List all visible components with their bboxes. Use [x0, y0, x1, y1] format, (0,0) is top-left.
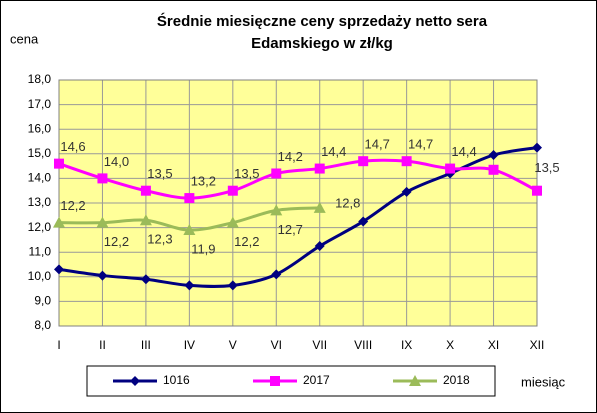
marker: [270, 376, 280, 386]
marker: [532, 142, 542, 153]
data-label: 13,2: [191, 174, 216, 189]
marker: [97, 173, 108, 184]
x-tick-label: III: [141, 338, 151, 352]
x-axis-label: miesiąc: [521, 374, 566, 389]
marker: [226, 216, 239, 228]
x-tick-label: VI: [271, 338, 282, 352]
chart-title: Średnie miesięczne ceny sprzedaży netto …: [157, 12, 488, 30]
data-label: 14,4: [321, 144, 346, 159]
marker: [358, 216, 369, 227]
data-label: 14,4: [451, 144, 476, 159]
data-label: 12,2: [60, 198, 85, 213]
x-tick-label: IV: [184, 338, 195, 352]
y-tick-label: 11,0: [29, 244, 52, 258]
data-label: 14,7: [365, 137, 390, 152]
marker: [314, 241, 325, 252]
y-tick-label: 17,0: [28, 97, 52, 111]
marker: [97, 270, 108, 281]
marker: [96, 216, 109, 228]
data-label: 12,2: [104, 234, 129, 249]
data-label: 12,8: [335, 195, 360, 210]
y-tick-label: 8,0: [34, 318, 51, 332]
marker: [227, 185, 238, 196]
marker: [271, 168, 282, 179]
marker: [401, 186, 412, 197]
x-tick-label: XII: [530, 338, 545, 352]
marker: [314, 163, 325, 174]
marker: [532, 185, 542, 196]
legend-label: 1016: [163, 373, 190, 387]
data-label: 14,0: [104, 154, 129, 169]
marker: [54, 158, 64, 169]
marker: [140, 185, 151, 196]
x-tick-label: II: [99, 338, 106, 352]
y-tick-label: 10,0: [28, 269, 52, 283]
data-label: 14,2: [278, 149, 303, 164]
marker: [139, 214, 152, 226]
marker: [140, 274, 151, 285]
legend-label: 2017: [303, 373, 330, 387]
marker: [184, 280, 195, 291]
x-tick-label: IX: [401, 338, 412, 352]
y-tick-label: 9,0: [34, 294, 51, 308]
marker: [271, 269, 282, 280]
x-tick-label: VIII: [354, 338, 372, 352]
marker: [401, 156, 412, 167]
x-tick-label: I: [57, 338, 60, 352]
marker: [184, 193, 195, 204]
data-label: 12,2: [234, 234, 259, 249]
x-tick-label: X: [446, 338, 454, 352]
data-label: 14,7: [408, 137, 433, 152]
marker: [313, 201, 326, 213]
y-tick-label: 13,0: [28, 195, 52, 209]
data-label: 13,5: [147, 166, 172, 181]
marker: [409, 375, 421, 386]
data-label: 14,6: [60, 139, 85, 154]
marker: [130, 376, 140, 386]
marker: [488, 164, 499, 175]
data-label: 11,9: [191, 241, 215, 256]
marker: [445, 163, 456, 174]
marker: [488, 150, 499, 161]
legend-label: 2018: [443, 373, 470, 387]
data-label: 13,5: [534, 160, 559, 175]
y-axis-label: cena: [10, 31, 39, 46]
data-label: 12,3: [147, 232, 172, 247]
y-tick-label: 16,0: [28, 121, 52, 135]
data-label: 13,5: [234, 166, 259, 181]
chart-title: Edamskiego w zł/kg: [251, 35, 393, 52]
marker: [53, 216, 65, 228]
marker: [270, 204, 283, 216]
data-label: 12,7: [278, 222, 303, 237]
marker: [358, 156, 369, 167]
x-tick-label: V: [229, 338, 237, 352]
x-tick-label: XI: [488, 338, 499, 352]
y-tick-label: 14,0: [28, 171, 52, 185]
y-tick-label: 15,0: [28, 146, 52, 160]
marker: [227, 280, 238, 291]
x-tick-label: VII: [312, 338, 327, 352]
y-tick-label: 18,0: [28, 72, 52, 86]
marker: [183, 224, 196, 236]
y-tick-label: 12,0: [28, 220, 52, 234]
plot-border: [58, 79, 538, 327]
marker: [54, 264, 64, 275]
